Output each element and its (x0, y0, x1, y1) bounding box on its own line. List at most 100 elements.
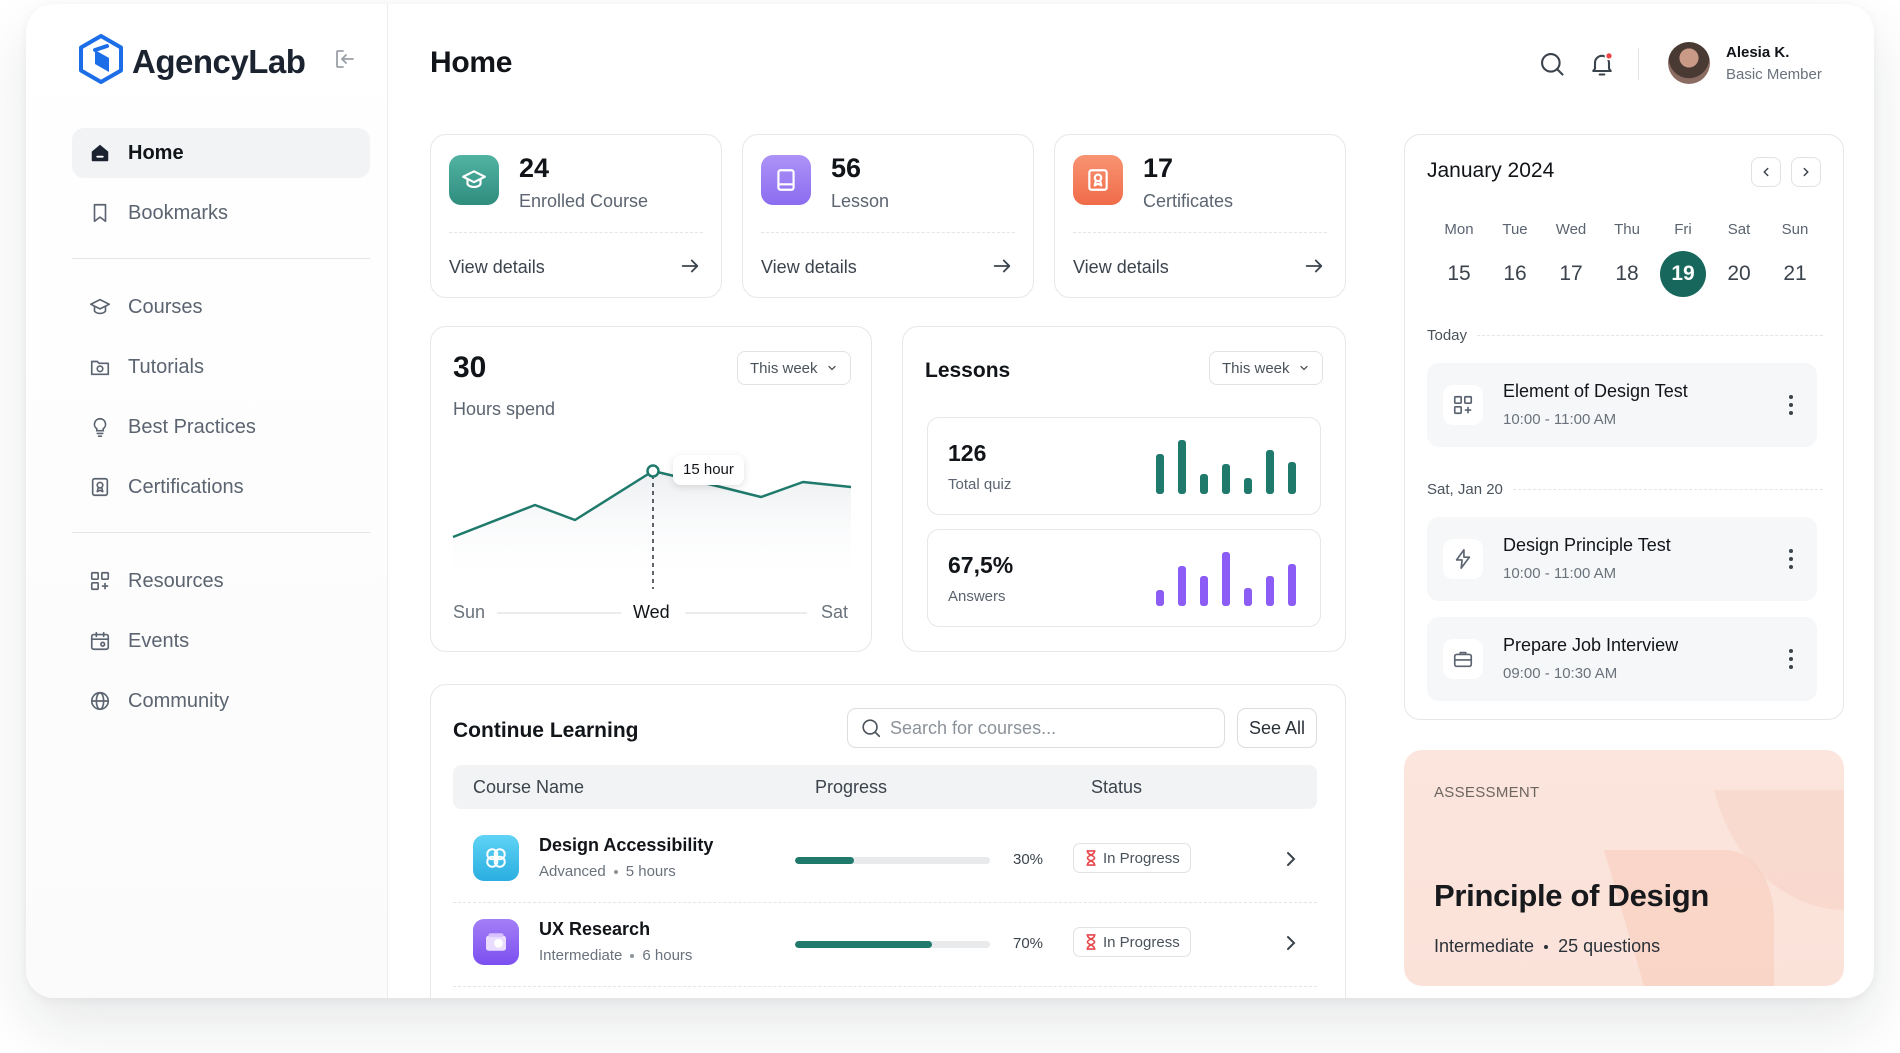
hours-period-dropdown[interactable]: This week (737, 351, 851, 385)
card-divider (449, 232, 703, 233)
day-name: Mon (1444, 221, 1474, 238)
search-button[interactable] (1536, 48, 1568, 80)
table-row[interactable]: Design Accessibility Advanced 5 hours 30… (453, 819, 1317, 903)
separator-dot (630, 953, 635, 958)
page-title: Home (430, 46, 513, 79)
sidebar-item-resources[interactable]: Resources (72, 556, 370, 606)
arrow-right-icon[interactable] (991, 255, 1013, 277)
calendar-day[interactable]: 20 (1727, 262, 1751, 285)
collapse-sidebar-button[interactable] (330, 44, 360, 74)
event-item[interactable]: Prepare Job Interview 09:00 - 10:30 AM (1427, 617, 1817, 701)
progress-bar (795, 857, 990, 864)
lessons-period-dropdown[interactable]: This week (1209, 351, 1323, 385)
sidebar-item-certifications[interactable]: Certifications (72, 462, 370, 512)
decorative-shapes (1604, 790, 1844, 986)
notifications-button[interactable] (1586, 48, 1618, 80)
calendar-day[interactable]: 16 (1503, 262, 1527, 285)
sidebar-item-events[interactable]: Events (72, 616, 370, 666)
sidebar-item-community[interactable]: Community (72, 676, 370, 726)
logo[interactable]: AgencyLab (78, 34, 306, 89)
sidebar-divider (72, 532, 370, 533)
stat-value: 17 (1143, 153, 1174, 183)
accessibility-icon (473, 835, 519, 881)
table-row[interactable]: UX Research Intermediate 6 hours 70% In … (453, 903, 1317, 987)
lessons-card: Lessons This week 126 Total quiz 67,5% A… (902, 326, 1346, 652)
arrow-right-icon[interactable] (679, 255, 701, 277)
header-divider (1638, 48, 1639, 80)
day-name: Thu (1614, 221, 1640, 238)
chevron-right-icon[interactable] (1279, 931, 1303, 955)
quiz-bar (1288, 462, 1296, 494)
sidebar-item-tutorials[interactable]: Tutorials (72, 342, 370, 392)
assessment-tag: ASSESSMENT (1434, 784, 1540, 801)
status-text: In Progress (1103, 849, 1180, 867)
assessment-questions: 25 questions (1558, 936, 1661, 956)
section-title: Continue Learning (453, 719, 639, 742)
sidebar-item-label: Home (128, 141, 184, 164)
sidebar-item-best-practices[interactable]: Best Practices (72, 402, 370, 452)
avatar[interactable] (1668, 42, 1710, 84)
quiz-label: Total quiz (948, 476, 1012, 493)
view-details-link[interactable]: View details (1073, 257, 1169, 277)
calendar-month: January 2024 (1427, 159, 1555, 182)
event-time: 09:00 - 10:30 AM (1503, 665, 1618, 682)
hours-label: Hours spend (453, 399, 556, 419)
answers-label: Answers (948, 588, 1006, 605)
quiz-bar (1244, 478, 1252, 494)
ux-research-icon (473, 919, 519, 965)
search-icon (862, 719, 881, 738)
sidebar-item-bookmarks[interactable]: Bookmarks (72, 188, 370, 238)
event-item[interactable]: Design Principle Test 10:00 - 11:00 AM (1427, 517, 1817, 601)
sidebar-item-home[interactable]: Home (72, 128, 370, 178)
event-item[interactable]: Element of Design Test 10:00 - 11:00 AM (1427, 363, 1817, 447)
stat-label: Certificates (1143, 191, 1234, 211)
x-axis-label-end: Sat (821, 602, 849, 622)
calendar-day[interactable]: 18 (1615, 262, 1639, 285)
course-meta: Intermediate 6 hours (539, 947, 692, 964)
assessment-card[interactable]: ASSESSMENT Principle of Design Intermedi… (1404, 750, 1844, 986)
graduation-cap-icon (88, 295, 112, 319)
graduation-cap-icon (449, 155, 499, 205)
brand-name: AgencyLab (132, 42, 306, 80)
progress-percent: 30% (1013, 851, 1044, 868)
stat-label: Lesson (831, 191, 890, 211)
more-vertical-icon[interactable] (1781, 645, 1801, 673)
assessment-meta: Intermediate 25 questions (1434, 936, 1660, 957)
arrow-right-icon[interactable] (1303, 255, 1325, 277)
more-vertical-icon[interactable] (1781, 391, 1801, 419)
user-name[interactable]: Alesia K. (1726, 44, 1790, 61)
calendar-card: January 2024 Mon Tue Wed Thu Fri Sat Sun… (1404, 134, 1844, 720)
chevron-down-icon (827, 365, 836, 371)
column-header-progress: Progress (815, 777, 888, 797)
course-search[interactable] (847, 708, 1225, 748)
prev-week-button[interactable] (1751, 157, 1781, 187)
section-label-today: Today (1427, 327, 1823, 344)
search-input[interactable] (890, 717, 1210, 739)
course-meta: Advanced 5 hours (539, 863, 676, 880)
sidebar-item-label: Community (128, 689, 230, 712)
calendar-day[interactable]: 15 (1447, 262, 1471, 285)
next-week-button[interactable] (1791, 157, 1821, 187)
sidebar: AgencyLab Home Bookmarks (26, 4, 388, 998)
chevron-right-icon[interactable] (1279, 847, 1303, 871)
answers-panel: 67,5% Answers (927, 529, 1321, 627)
status-text: In Progress (1103, 933, 1180, 951)
answers-bar (1156, 590, 1164, 606)
view-details-link[interactable]: View details (761, 257, 857, 277)
hours-point (646, 464, 660, 478)
day-name: Tue (1502, 221, 1528, 238)
hourglass-icon (1086, 850, 1096, 866)
sidebar-item-label: Events (128, 629, 190, 652)
calendar-day[interactable]: 21 (1783, 262, 1807, 285)
see-all-button[interactable]: See All (1237, 708, 1317, 748)
calendar-day[interactable]: 17 (1559, 262, 1583, 285)
more-vertical-icon[interactable] (1781, 545, 1801, 573)
view-details-link[interactable]: View details (449, 257, 545, 277)
certificate-icon (1073, 155, 1123, 205)
calendar-day[interactable]: 19 (1660, 251, 1706, 297)
hours-tooltip: 15 hour (673, 455, 744, 485)
course-level: Intermediate (539, 947, 623, 964)
quiz-panel: 126 Total quiz (927, 417, 1321, 515)
day-name: Wed (1555, 221, 1587, 238)
sidebar-item-courses[interactable]: Courses (72, 282, 370, 332)
